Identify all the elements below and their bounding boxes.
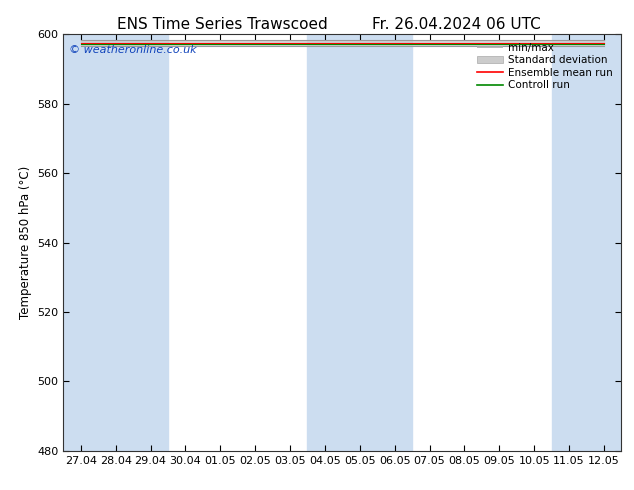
Legend: min/max, Standard deviation, Ensemble mean run, Controll run: min/max, Standard deviation, Ensemble me… — [474, 40, 616, 94]
Bar — [63, 34, 133, 451]
Text: © weatheronline.co.uk: © weatheronline.co.uk — [69, 45, 197, 55]
Bar — [307, 34, 377, 451]
Text: ENS Time Series Trawscoed: ENS Time Series Trawscoed — [117, 17, 327, 32]
Bar — [377, 34, 412, 451]
Bar — [133, 34, 168, 451]
Bar — [552, 34, 621, 451]
Y-axis label: Temperature 850 hPa (°C): Temperature 850 hPa (°C) — [19, 166, 32, 319]
Text: Fr. 26.04.2024 06 UTC: Fr. 26.04.2024 06 UTC — [372, 17, 541, 32]
